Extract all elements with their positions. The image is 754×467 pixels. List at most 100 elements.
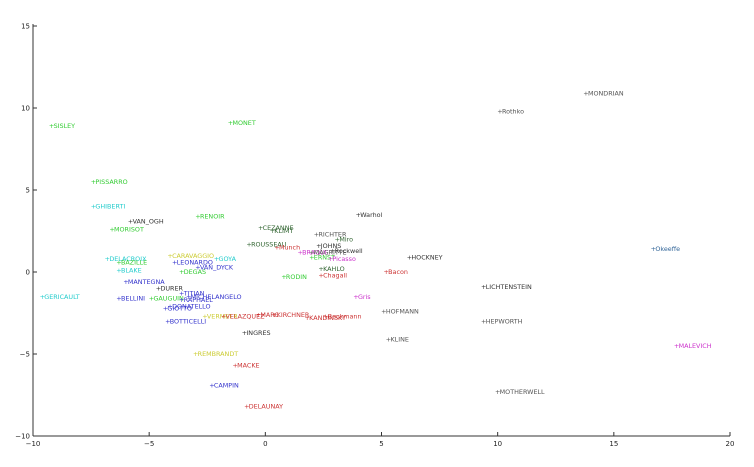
data-point-marker: + — [109, 226, 114, 234]
data-point-marker: + — [651, 245, 656, 253]
data-point-label: JOHNS — [320, 242, 342, 250]
data-point-marker: + — [116, 294, 121, 302]
data-point-marker: + — [209, 381, 214, 389]
x-tick-label: 20 — [726, 440, 735, 448]
data-point-label: TITIAN — [183, 290, 205, 298]
data-point-label: VAN_OGH — [133, 217, 164, 225]
data-point-label: MALEVICH — [679, 342, 712, 350]
data-point-label: BLAKE — [121, 267, 142, 275]
data-point-marker: + — [105, 255, 110, 263]
data-point-marker: + — [149, 294, 154, 302]
data-point-marker: + — [179, 296, 184, 304]
data-point-marker: + — [214, 255, 219, 263]
data-point-marker: + — [165, 317, 170, 325]
data-point-marker: + — [335, 235, 340, 243]
data-point-label: KIRCHNER — [277, 311, 310, 319]
data-point-marker: + — [330, 247, 335, 255]
data-point-label: MICHELANGELO — [191, 293, 242, 301]
data-point-marker: + — [481, 317, 486, 325]
data-point-label: DONATELLO — [172, 303, 210, 311]
data-point-marker: + — [156, 285, 161, 293]
data-point-label: RICHTER — [318, 230, 347, 238]
data-point-marker: + — [128, 217, 133, 225]
data-point-label: LICHTENSTEIN — [486, 283, 532, 291]
data-point-marker: + — [270, 227, 275, 235]
data-point-label: ROUSSEAU — [251, 240, 287, 248]
data-points: + MONDRIAN+ Rothko+ SISLEY + MONET+ PISSARRO+ G… — [40, 89, 712, 410]
data-point-label: ERNST — [314, 253, 335, 261]
data-point-label: Rockwell — [335, 247, 363, 255]
data-point-label: GOYA — [219, 255, 237, 263]
data-point-label: MORISOT — [114, 226, 144, 234]
data-point-marker: + — [179, 290, 184, 298]
data-point-label: MACKE — [237, 362, 259, 370]
x-tick-label: 0 — [263, 440, 267, 448]
data-point-marker: + — [386, 335, 391, 343]
data-point-marker: + — [495, 388, 500, 396]
data-point-label: RAPHAEL — [184, 296, 214, 304]
data-point-marker: + — [179, 268, 184, 276]
data-point-label: SISLEY — [54, 122, 76, 130]
data-point-label: Munch — [279, 244, 300, 252]
data-point-label: Bacon — [388, 268, 408, 276]
data-point-marker: + — [674, 342, 679, 350]
data-point-label: HEPWORTH — [486, 317, 523, 325]
data-point-marker: + — [383, 268, 388, 276]
data-point-marker: + — [244, 403, 249, 411]
y-tick-label: −10 — [15, 433, 30, 441]
data-point-marker: + — [407, 253, 412, 261]
data-point-label: GIOTTO — [167, 304, 192, 312]
data-point-marker: + — [272, 311, 277, 319]
data-point-label: GAUGUIN — [153, 294, 184, 302]
data-point-label: RODIN — [286, 273, 307, 281]
data-point-marker: + — [281, 273, 286, 281]
data-point-marker: + — [323, 312, 328, 320]
data-point-label: KLINE — [390, 335, 408, 343]
data-point-label: BELLINI — [121, 294, 145, 302]
data-point-marker: + — [49, 122, 54, 130]
data-point-label: BRAQUE — [302, 249, 329, 257]
data-point-label: Warhol — [360, 211, 382, 219]
data-point-marker: + — [316, 242, 321, 250]
data-point-marker: + — [353, 293, 358, 301]
y-tick-label: 15 — [21, 23, 30, 31]
x-tick-label: 15 — [609, 440, 618, 448]
data-point-label: PISSARRO — [95, 178, 127, 186]
data-point-marker: + — [163, 304, 168, 312]
data-point-label: GERICAULT — [44, 293, 80, 301]
data-point-label: KAHLO — [323, 265, 345, 273]
data-point-marker: + — [116, 258, 121, 266]
data-point-marker: + — [167, 303, 172, 311]
data-point-label: DURER — [160, 285, 183, 293]
data-point-label: MAGRITTE — [314, 249, 347, 257]
data-point-marker: + — [246, 240, 251, 248]
x-tick-label: −5 — [144, 440, 154, 448]
data-point-marker: + — [91, 178, 96, 186]
data-point-marker: + — [221, 312, 226, 320]
data-point-marker: + — [193, 350, 198, 358]
x-tick-label: −10 — [26, 440, 41, 448]
data-point-label: VELAZQUEZ — [226, 312, 266, 320]
data-point-marker: + — [497, 107, 502, 115]
data-point-marker: + — [381, 308, 386, 316]
data-point-marker: + — [167, 252, 172, 260]
y-tick-label: 5 — [26, 187, 30, 195]
data-point-label: Rothko — [502, 107, 524, 115]
data-point-label: BOTTICELLI — [170, 317, 207, 325]
data-point-marker: + — [356, 211, 361, 219]
y-tick-label: 10 — [21, 105, 30, 113]
data-point-label: BAZILLE — [121, 258, 147, 266]
data-point-label: CARAVAGGIO — [172, 252, 214, 260]
data-point-marker: + — [116, 267, 121, 275]
data-point-label: VAN_DYCK — [200, 263, 234, 271]
data-point-marker: + — [298, 249, 303, 257]
data-point-marker: + — [258, 224, 263, 232]
data-point-marker: + — [328, 255, 333, 263]
data-point-marker: + — [172, 258, 177, 266]
data-point-label: MOTHERWELL — [500, 388, 545, 396]
data-point-label: MONET — [232, 119, 255, 127]
data-point-marker: + — [91, 203, 96, 211]
data-point-marker: + — [228, 119, 233, 127]
data-point-label: RENOIR — [200, 212, 225, 220]
